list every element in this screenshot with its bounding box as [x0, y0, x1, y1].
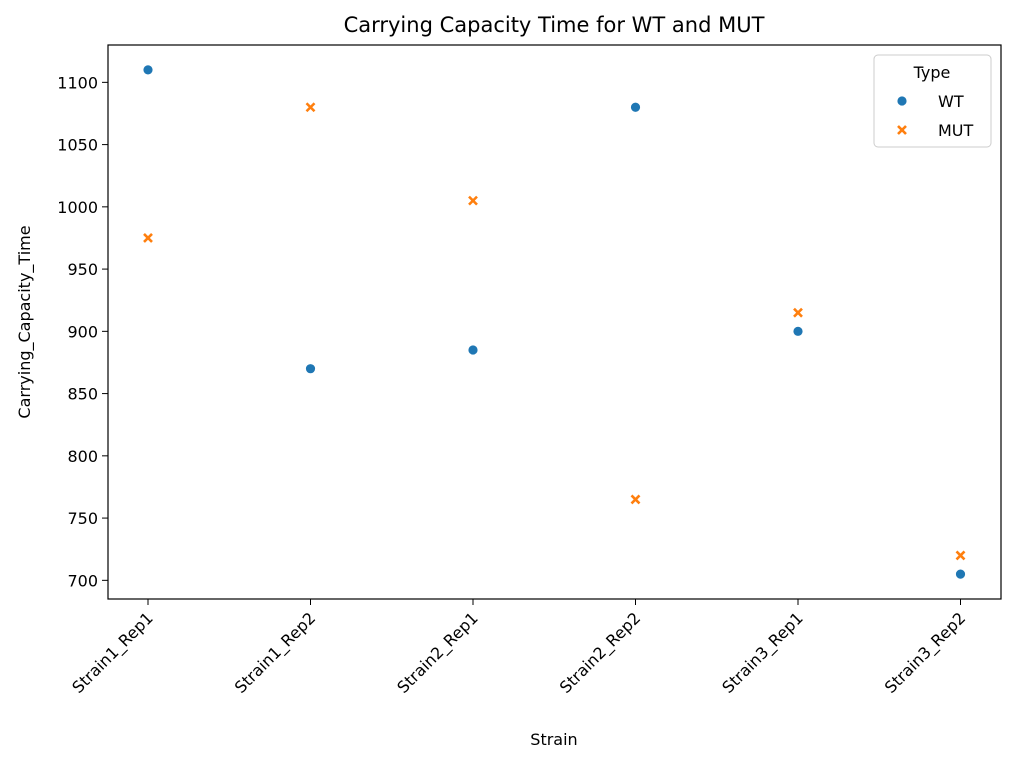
data-point-wt — [142, 64, 154, 76]
x-tick-label: Strain1_Rep1 — [68, 608, 157, 697]
y-tick-label: 750 — [67, 509, 98, 528]
legend-box — [873, 54, 992, 148]
data-point-mut — [468, 195, 478, 206]
y-tick-label: 950 — [67, 260, 98, 279]
y-axis-label: Carrying_Capacity_Time — [15, 225, 35, 418]
y-tick-label: 1100 — [57, 73, 98, 92]
legend-marker-wt — [896, 95, 908, 107]
legend-label-mut: MUT — [938, 121, 974, 140]
data-point-wt — [955, 568, 966, 580]
data-point-mut — [955, 550, 966, 561]
data-point-wt — [792, 325, 804, 337]
y-tick-label: 800 — [67, 447, 98, 466]
y-tick-label: 1050 — [57, 136, 98, 155]
legend-marker-mut — [897, 125, 907, 135]
data-point-wt — [467, 344, 479, 356]
data-point-mut — [305, 102, 316, 113]
x-axis: Strain1_Rep1 Strain1_Rep2 Strain2_Rep1 Stra… — [68, 599, 970, 698]
y-tick-label: 700 — [67, 571, 98, 590]
data-point-mut — [630, 494, 641, 505]
x-tick-label: Strain1_Rep2 — [231, 608, 320, 697]
data-point-wt — [630, 101, 641, 113]
legend-label-wt: WT — [938, 92, 964, 111]
y-axis: 700 750 800 850 900 950 1000 1050 1100 — [57, 73, 108, 590]
y-tick-label: 1000 — [57, 198, 98, 217]
x-axis-label: Strain — [530, 730, 577, 749]
x-tick-label: Strain2_Rep2 — [556, 608, 645, 697]
x-tick-label: Strain3_Rep1 — [718, 608, 807, 697]
legend: Type WT MUT — [873, 54, 992, 148]
plot-frame — [107, 44, 1002, 600]
chart-title: Carrying Capacity Time for WT and MUT — [344, 13, 765, 37]
data-point-wt — [305, 363, 316, 375]
y-tick-label: 900 — [67, 322, 98, 341]
x-tick-label: Strain3_Rep2 — [881, 608, 970, 697]
x-tick-label: Strain2_Rep1 — [393, 608, 482, 697]
plot-area — [142, 64, 966, 580]
legend-title: Type — [913, 63, 951, 82]
data-point-mut — [143, 233, 153, 243]
data-point-mut — [793, 307, 803, 318]
y-tick-label: 850 — [67, 385, 98, 404]
